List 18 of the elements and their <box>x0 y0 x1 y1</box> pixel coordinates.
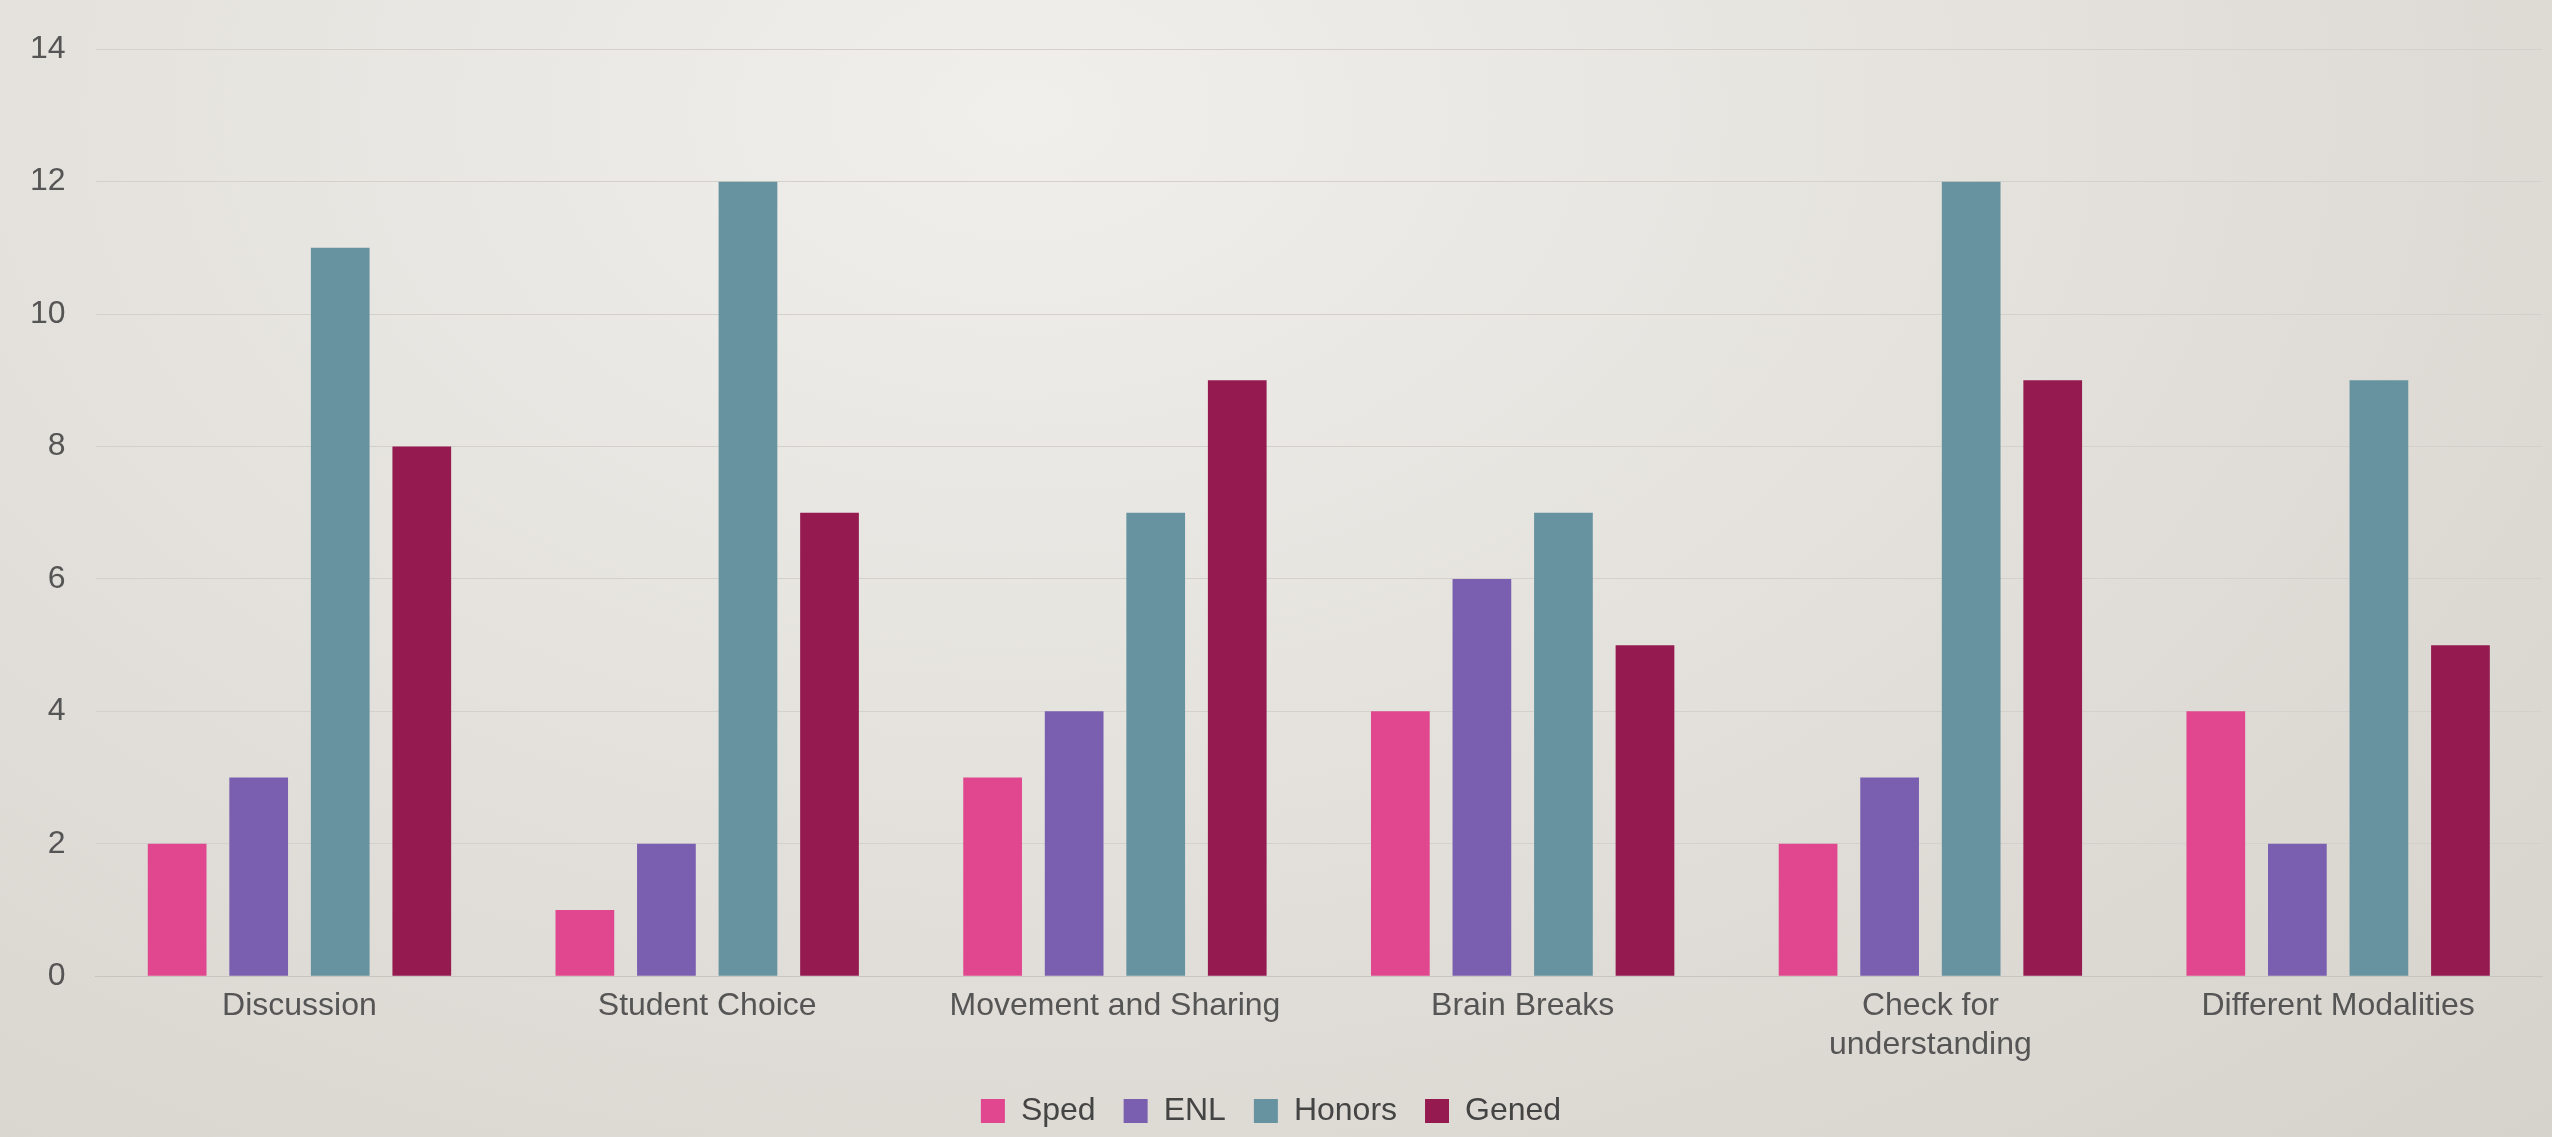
y-tick-label: 12 <box>30 161 66 198</box>
y-tick-label: 10 <box>30 293 66 330</box>
y-tick-label: 4 <box>47 691 66 728</box>
y-tick-label: 6 <box>47 558 66 595</box>
y-tick-label: 0 <box>47 956 66 993</box>
y-tick-label: 2 <box>47 823 66 860</box>
x-tick-label: Different Modalities <box>2201 986 2475 1023</box>
legend-label: Gened <box>1465 1090 1562 1127</box>
legend-label: Sped <box>1020 1090 1096 1127</box>
x-tick-label: Check for understanding <box>1828 986 2032 1061</box>
y-tick-label: 14 <box>30 29 66 66</box>
y-tick-label: 8 <box>47 426 66 463</box>
legend-label: ENL <box>1163 1090 1226 1127</box>
x-tick-label: Student Choice <box>597 986 817 1023</box>
x-tick-label: Discussion <box>222 986 377 1023</box>
x-tick-label: Brain Breaks <box>1431 986 1615 1023</box>
x-tick-label: Movement and Sharing <box>949 986 1281 1023</box>
legend-label: Honors <box>1293 1090 1398 1127</box>
